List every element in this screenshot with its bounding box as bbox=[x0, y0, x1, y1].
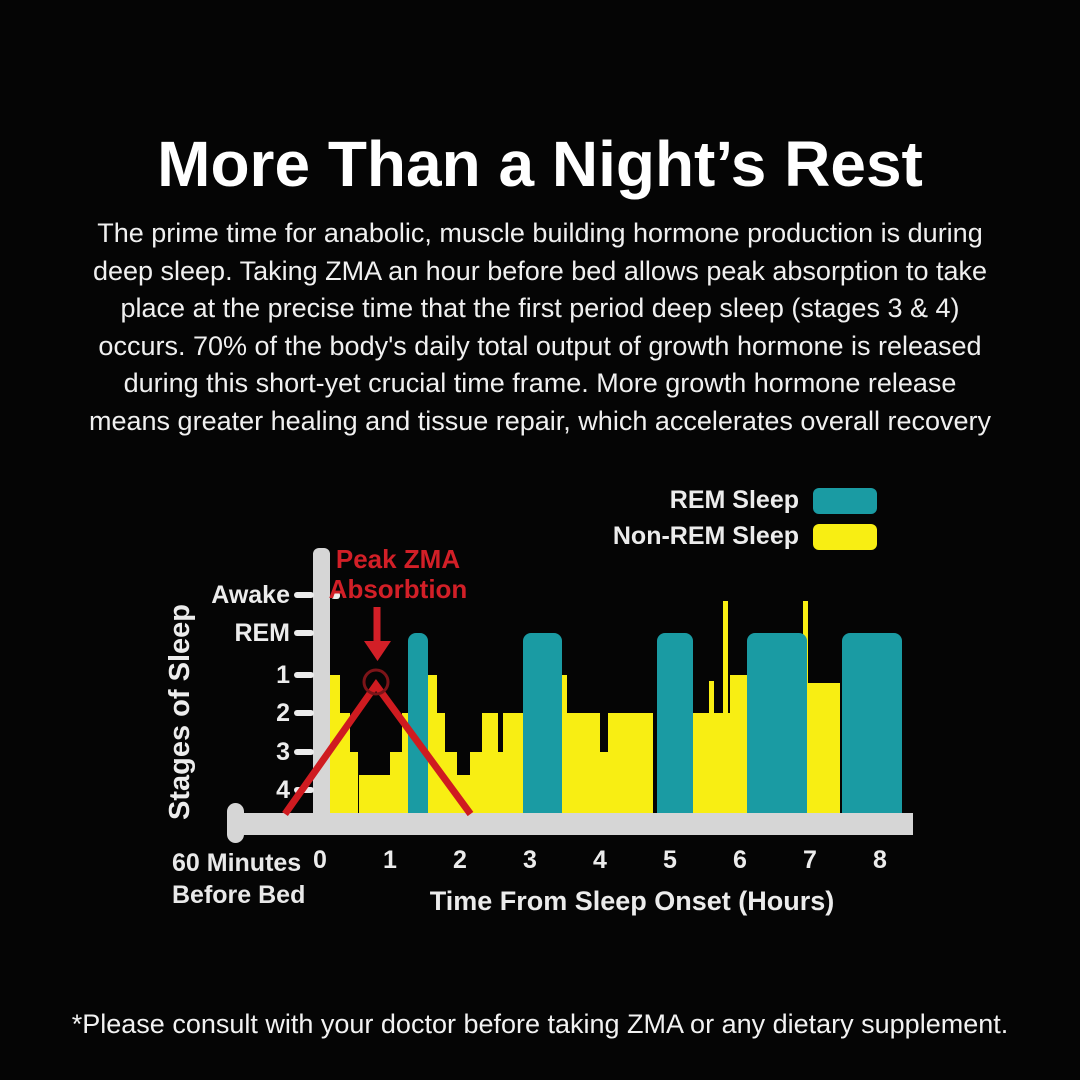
non-rem-bar bbox=[600, 751, 608, 814]
x-tick-label: 3 bbox=[523, 846, 537, 874]
wake-spike bbox=[708, 681, 714, 813]
y-axis-title: Stages of Sleep bbox=[164, 604, 196, 820]
x-tick-label: 0 bbox=[313, 846, 327, 874]
y-tick bbox=[294, 786, 314, 793]
zma-annotation: Peak ZMA Absorbtion bbox=[298, 544, 498, 604]
x-tick-label: 7 bbox=[803, 846, 817, 874]
non-rem-bar bbox=[445, 751, 458, 814]
non-rem-bar bbox=[350, 751, 359, 814]
x-tick-label: 8 bbox=[873, 846, 887, 874]
y-axis-nub bbox=[331, 592, 340, 599]
rem-bar bbox=[408, 633, 428, 814]
legend-swatch bbox=[813, 523, 877, 550]
legend-swatch bbox=[813, 487, 877, 514]
y-tick-label: REM bbox=[234, 619, 290, 647]
x-pre-label: 60 Minutes bbox=[172, 849, 302, 877]
non-rem-bar bbox=[607, 713, 654, 814]
non-rem-bar bbox=[469, 751, 482, 814]
non-rem-bar bbox=[502, 713, 523, 814]
zma-annotation-line2: Absorbtion bbox=[328, 574, 468, 604]
non-rem-bar bbox=[436, 713, 446, 814]
x-tick-label: 5 bbox=[663, 846, 677, 874]
non-rem-bar bbox=[562, 675, 568, 814]
non-rem-bar bbox=[457, 774, 470, 814]
non-rem-bar bbox=[358, 774, 390, 814]
zma-annotation-line1: Peak ZMA bbox=[335, 544, 461, 574]
rem-bar bbox=[656, 633, 694, 814]
rem-bar bbox=[747, 633, 808, 814]
non-rem-bar bbox=[390, 751, 402, 814]
y-tick bbox=[294, 710, 314, 717]
non-rem-bar bbox=[730, 675, 747, 814]
x-tick-label: 1 bbox=[383, 846, 397, 874]
non-rem-bar bbox=[427, 675, 437, 814]
x-axis-bar bbox=[240, 813, 913, 835]
non-rem-bar bbox=[567, 713, 600, 814]
y-tick bbox=[294, 592, 314, 598]
page-title: More Than a Night’s Rest bbox=[157, 127, 923, 200]
non-rem-bar bbox=[497, 751, 503, 814]
y-tick bbox=[294, 672, 314, 678]
x-tick-label: 4 bbox=[593, 846, 607, 874]
y-tick bbox=[294, 630, 314, 636]
legend-item: Non-REM Sleep bbox=[613, 522, 877, 551]
non-rem-bar bbox=[481, 713, 498, 814]
non-rem-bar bbox=[807, 682, 841, 814]
x-axis-title: Time From Sleep Onset (Hours) bbox=[429, 886, 835, 916]
intro-paragraph: The prime time for anabolic, muscle buil… bbox=[89, 218, 991, 436]
y-tick-label: Awake bbox=[211, 581, 290, 609]
rem-bar bbox=[842, 633, 902, 814]
x-pre-label: Before Bed bbox=[172, 881, 306, 909]
non-rem-bar bbox=[340, 713, 351, 814]
disclaimer: *Please consult with your doctor before … bbox=[71, 1009, 1009, 1039]
axis-cap bbox=[227, 803, 244, 843]
legend-item: REM Sleep bbox=[613, 486, 877, 515]
legend-label: REM Sleep bbox=[669, 486, 799, 514]
y-tick bbox=[294, 748, 314, 755]
legend-label: Non-REM Sleep bbox=[612, 522, 799, 550]
rem-bar bbox=[523, 633, 563, 814]
wake-spike bbox=[722, 601, 728, 813]
non-rem-bar bbox=[329, 675, 341, 814]
x-tick-label: 2 bbox=[453, 846, 467, 874]
x-tick-label: 6 bbox=[733, 846, 747, 874]
chart-legend: REM Sleep Non-REM Sleep bbox=[613, 486, 877, 551]
